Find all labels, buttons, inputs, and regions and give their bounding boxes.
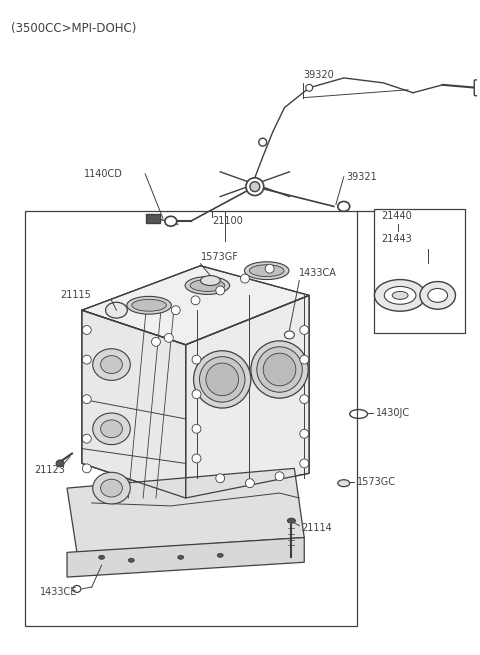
- Bar: [24, 212, 357, 626]
- Ellipse shape: [306, 84, 312, 91]
- Ellipse shape: [93, 472, 130, 504]
- Ellipse shape: [420, 282, 456, 309]
- Ellipse shape: [300, 326, 309, 335]
- Ellipse shape: [216, 474, 225, 483]
- Polygon shape: [82, 310, 186, 498]
- Polygon shape: [67, 538, 304, 577]
- Ellipse shape: [164, 333, 173, 343]
- Ellipse shape: [192, 454, 201, 463]
- Text: 21443: 21443: [381, 234, 412, 244]
- Ellipse shape: [259, 138, 267, 146]
- Polygon shape: [67, 468, 304, 552]
- Ellipse shape: [250, 265, 284, 276]
- Ellipse shape: [216, 286, 225, 295]
- Ellipse shape: [275, 472, 284, 481]
- Ellipse shape: [288, 518, 295, 523]
- Ellipse shape: [250, 181, 260, 192]
- Text: 21115: 21115: [60, 290, 91, 301]
- Polygon shape: [82, 266, 309, 345]
- Ellipse shape: [257, 346, 302, 392]
- Text: 21114: 21114: [301, 523, 332, 533]
- Ellipse shape: [128, 558, 134, 562]
- Ellipse shape: [200, 357, 245, 402]
- Ellipse shape: [384, 286, 416, 305]
- Ellipse shape: [265, 264, 274, 273]
- Text: 1140CD: 1140CD: [84, 169, 123, 179]
- Text: 39321: 39321: [347, 172, 377, 182]
- Ellipse shape: [193, 350, 251, 408]
- Text: (3500CC>MPI-DOHC): (3500CC>MPI-DOHC): [11, 22, 136, 35]
- Ellipse shape: [428, 288, 447, 303]
- Ellipse shape: [152, 337, 160, 346]
- Ellipse shape: [240, 274, 250, 283]
- Ellipse shape: [106, 303, 127, 318]
- Ellipse shape: [246, 178, 264, 196]
- Ellipse shape: [245, 479, 254, 487]
- Ellipse shape: [73, 586, 81, 592]
- Ellipse shape: [244, 262, 289, 280]
- Ellipse shape: [165, 216, 177, 226]
- Text: 1433CA: 1433CA: [300, 268, 337, 278]
- Text: 1573GC: 1573GC: [357, 477, 396, 487]
- Ellipse shape: [263, 353, 296, 386]
- Ellipse shape: [83, 326, 91, 335]
- Ellipse shape: [99, 555, 105, 559]
- Ellipse shape: [300, 355, 309, 364]
- Ellipse shape: [83, 355, 91, 364]
- Ellipse shape: [178, 555, 184, 559]
- Ellipse shape: [83, 434, 91, 443]
- Ellipse shape: [101, 479, 122, 497]
- Ellipse shape: [171, 306, 180, 314]
- Ellipse shape: [338, 202, 350, 212]
- Text: 21440: 21440: [381, 212, 412, 221]
- Ellipse shape: [300, 429, 309, 438]
- FancyBboxPatch shape: [474, 80, 480, 96]
- Ellipse shape: [83, 464, 91, 473]
- Ellipse shape: [251, 341, 308, 398]
- Ellipse shape: [338, 479, 350, 487]
- Bar: [374, 210, 466, 333]
- Ellipse shape: [217, 553, 223, 557]
- Ellipse shape: [93, 348, 130, 381]
- Text: 21123: 21123: [35, 465, 65, 476]
- Ellipse shape: [192, 424, 201, 433]
- Ellipse shape: [56, 460, 64, 467]
- Ellipse shape: [201, 276, 220, 286]
- Ellipse shape: [374, 280, 426, 311]
- Text: 39320: 39320: [303, 70, 334, 80]
- Ellipse shape: [83, 395, 91, 403]
- Ellipse shape: [191, 296, 200, 305]
- Text: 1573GF: 1573GF: [201, 252, 239, 262]
- Ellipse shape: [132, 299, 167, 311]
- Polygon shape: [186, 295, 309, 498]
- Ellipse shape: [206, 363, 239, 396]
- Ellipse shape: [192, 390, 201, 399]
- Ellipse shape: [300, 395, 309, 403]
- Ellipse shape: [285, 331, 294, 339]
- Ellipse shape: [300, 459, 309, 468]
- Ellipse shape: [101, 420, 122, 438]
- Ellipse shape: [192, 355, 201, 364]
- Bar: [146, 214, 160, 223]
- Ellipse shape: [93, 413, 130, 445]
- Ellipse shape: [101, 356, 122, 373]
- Text: 1430JC: 1430JC: [376, 408, 410, 418]
- Text: 21100: 21100: [212, 216, 243, 226]
- Text: 1433CE: 1433CE: [40, 587, 78, 597]
- Ellipse shape: [392, 291, 408, 299]
- Ellipse shape: [185, 276, 229, 294]
- Ellipse shape: [190, 280, 225, 291]
- Ellipse shape: [127, 296, 171, 314]
